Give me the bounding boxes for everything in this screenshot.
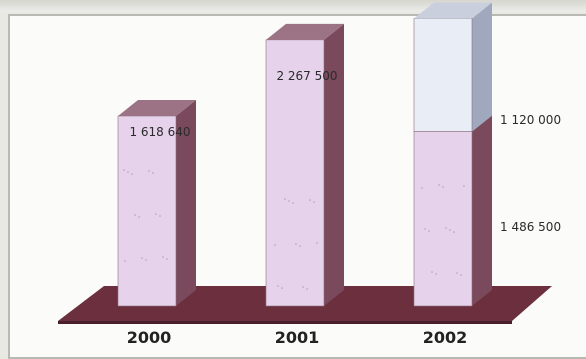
bar-texture-dot — [438, 184, 440, 186]
bar-texture-dot — [435, 273, 437, 275]
bar-texture-dot — [162, 256, 164, 258]
bar-texture-dot — [145, 259, 147, 261]
bar-texture-dot — [442, 186, 444, 188]
bar-texture-dot — [123, 169, 125, 171]
bar-texture-dot — [316, 242, 318, 244]
x-tick-label-2002: 2002 — [423, 328, 468, 347]
bar-texture-dot — [292, 202, 294, 204]
bar-texture-dot — [424, 228, 426, 230]
bar-2002-upper-top — [414, 2, 492, 19]
bar-texture-dot — [166, 258, 168, 260]
bar-texture-dot — [421, 187, 423, 189]
bar-texture-dot — [449, 229, 451, 231]
bar-texture-dot — [148, 170, 150, 172]
bar-texture-dot — [302, 286, 304, 288]
bar-texture-dot — [152, 172, 154, 174]
bar-2001-top — [266, 23, 344, 40]
bar-texture-dot — [463, 185, 465, 187]
bar-texture-dot — [306, 288, 308, 290]
bar-texture-dot — [299, 245, 301, 247]
chart-3d-bar: 2000 2001 2002 1 618 640 2 267 500 1 120 000 1… — [58, 2, 561, 347]
bar-texture-dot — [155, 213, 157, 215]
bar-texture-dot — [124, 260, 126, 262]
bar-texture-dot — [127, 171, 129, 173]
bar-texture-dot — [138, 216, 140, 218]
x-tick-label-2000: 2000 — [127, 328, 172, 347]
bar-2001-front — [265, 39, 325, 307]
bar-2000-top — [118, 100, 196, 116]
data-label-2002-2: 1 120 000 — [500, 113, 561, 127]
bar-2002-side — [472, 115, 492, 306]
bar-texture-dot — [431, 271, 433, 273]
chart-floor-edge — [58, 321, 512, 324]
bar-texture-dot — [445, 227, 447, 229]
bar-texture-dot — [313, 201, 315, 203]
bar-2002-upper-side — [472, 2, 492, 132]
bar-texture-dot — [131, 173, 133, 175]
bar-texture-dot — [456, 272, 458, 274]
bar-texture-dot — [284, 198, 286, 200]
bar-texture-dot — [134, 214, 136, 216]
data-label-2001-1: 2 267 500 — [276, 69, 337, 83]
bar-2001-side — [324, 23, 344, 306]
bar-2000-side — [176, 100, 196, 306]
bar-2002-front — [413, 131, 473, 307]
bar-texture-dot — [277, 285, 279, 287]
data-label-2002-3: 1 486 500 — [500, 220, 561, 234]
bar-texture-dot — [159, 215, 161, 217]
x-tick-label-2001: 2001 — [275, 328, 320, 347]
bar-2000-front — [117, 115, 177, 307]
bar-texture-dot — [274, 244, 276, 246]
data-label-2000-0: 1 618 640 — [129, 125, 190, 139]
bar-texture-dot — [288, 200, 290, 202]
bar-texture-dot — [309, 199, 311, 201]
bar-texture-dot — [453, 231, 455, 233]
bar-texture-dot — [460, 274, 462, 276]
bar-texture-dot — [428, 230, 430, 232]
bar-2002-upper-front — [413, 18, 473, 132]
bar-texture-dot — [295, 243, 297, 245]
bar-texture-dot — [141, 257, 143, 259]
bar-texture-dot — [281, 287, 283, 289]
